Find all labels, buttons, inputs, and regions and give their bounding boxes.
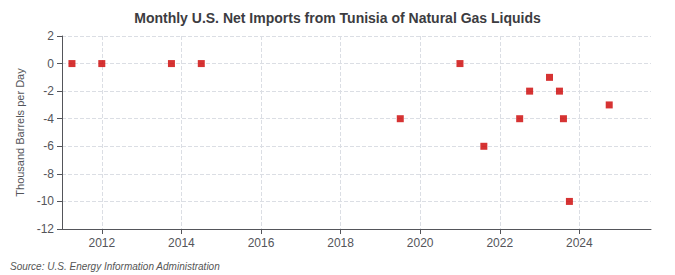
svg-text:2018: 2018	[327, 236, 354, 250]
svg-text:-12: -12	[37, 222, 55, 236]
svg-text:2: 2	[47, 29, 54, 43]
svg-text:-10: -10	[37, 194, 55, 208]
svg-text:Thousand Barrels per Day: Thousand Barrels per Day	[14, 68, 26, 197]
svg-text:2024: 2024	[566, 236, 593, 250]
svg-text:0: 0	[47, 57, 54, 71]
svg-text:-2: -2	[43, 84, 54, 98]
svg-text:2016: 2016	[248, 236, 275, 250]
svg-text:2022: 2022	[486, 236, 513, 250]
svg-text:-6: -6	[43, 139, 54, 153]
svg-text:2020: 2020	[407, 236, 434, 250]
svg-text:2012: 2012	[88, 236, 115, 250]
svg-text:-4: -4	[43, 112, 54, 126]
svg-text:Monthly U.S. Net Imports from: Monthly U.S. Net Imports from Tunisia of…	[134, 10, 541, 26]
svg-text:-8: -8	[43, 167, 54, 181]
svg-text:2014: 2014	[168, 236, 195, 250]
svg-text:Source: U.S. Energy Informatio: Source: U.S. Energy Information Administ…	[10, 261, 220, 272]
